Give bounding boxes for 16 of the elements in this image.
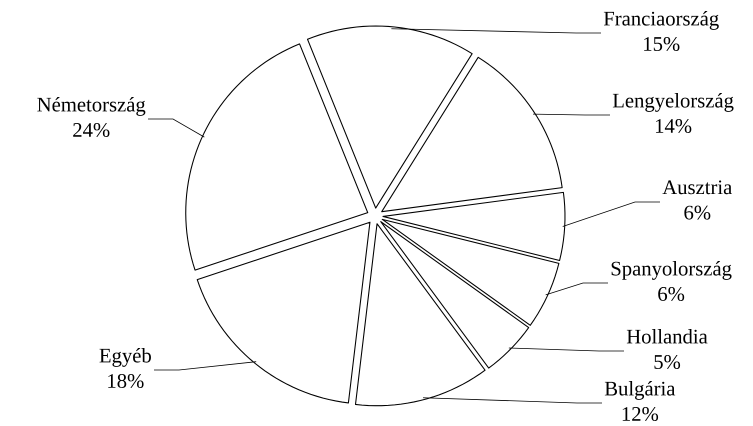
data-label: 15%: [644, 36, 680, 51]
data-label: 6%: [658, 286, 684, 301]
slice-label: Németország: [37, 97, 146, 116]
slice-label: Spanyolország: [612, 261, 732, 280]
data-label: 6%: [684, 206, 710, 220]
data-label: 18%: [108, 374, 144, 388]
slice-label: Egyéb: [100, 348, 151, 367]
data-label: 24%: [73, 122, 110, 137]
slice-label: Ausztria: [662, 180, 732, 194]
slice-label: Bulgária: [604, 381, 676, 400]
slice-label: Lengyelország: [612, 93, 734, 112]
data-label: 5%: [654, 354, 680, 369]
slice-label: Franciaország: [604, 11, 719, 30]
slice-label: Hollandia: [626, 329, 708, 344]
data-label: 14%: [656, 118, 692, 133]
data-label: 12%: [622, 406, 658, 421]
